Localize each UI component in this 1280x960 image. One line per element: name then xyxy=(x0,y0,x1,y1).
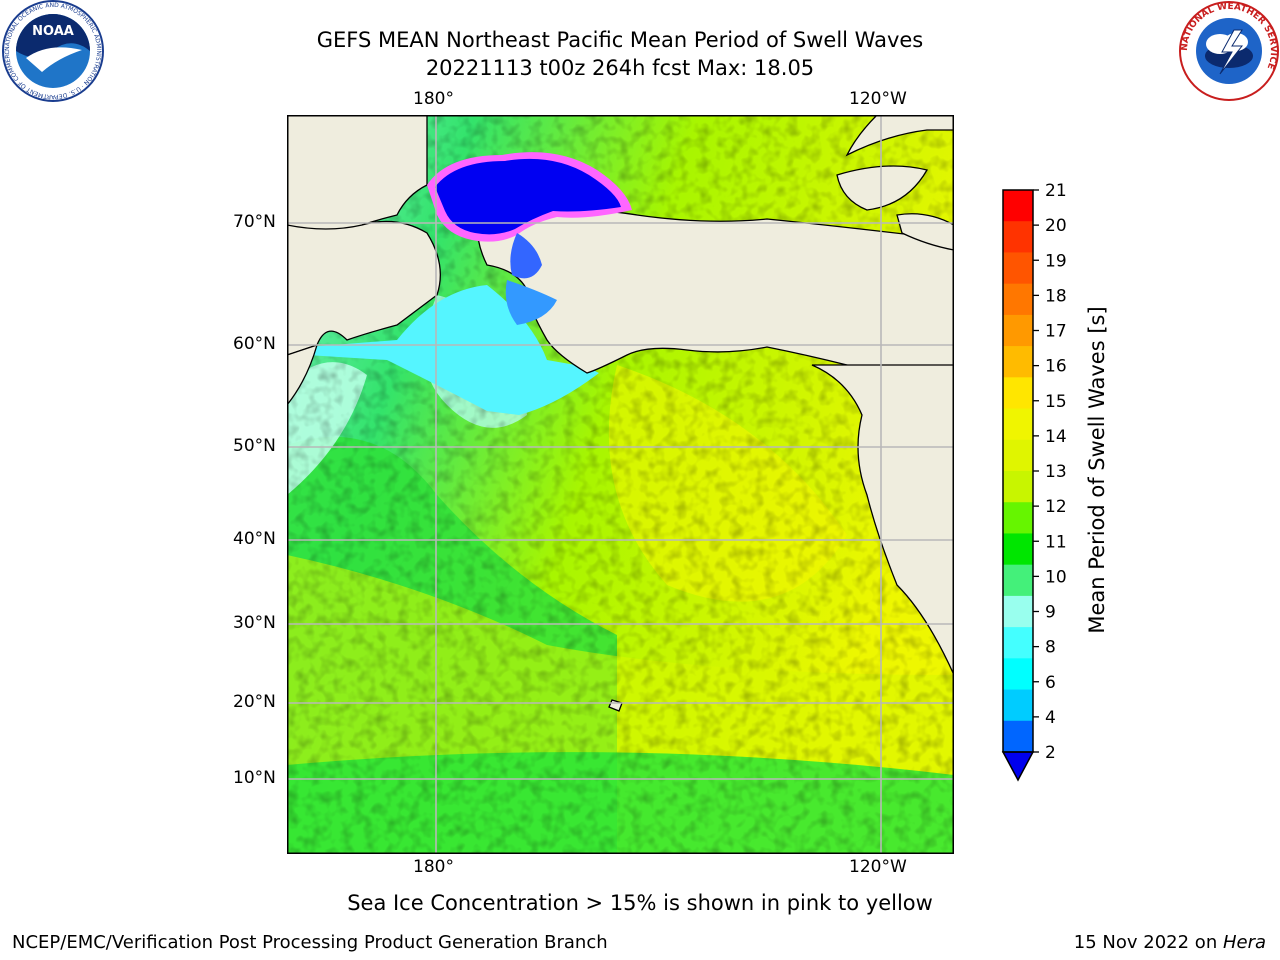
land-arctic-island-1 xyxy=(845,115,954,157)
colorbar-ticks: 21 20 19 18 17 16 15 14 13 12 11 10 9 8 6 4 2 xyxy=(1033,181,1067,763)
colorbar-tick-label: 11 xyxy=(1045,532,1067,552)
lon-label-top-180: 180° xyxy=(413,89,454,109)
lat-label-20n: 20°N xyxy=(233,692,276,712)
footer-date-text: 15 Nov 2022 on xyxy=(1073,932,1223,953)
colorbar-tick-label: 20 xyxy=(1045,216,1067,236)
lon-label-bottom-120w: 120°W xyxy=(849,857,907,877)
lon-label-top-120w: 120°W xyxy=(849,89,907,109)
lat-label-70n: 70°N xyxy=(233,212,276,232)
bering-sea-field xyxy=(307,285,599,415)
colorbar-segment xyxy=(1003,377,1033,410)
colorbar-segment xyxy=(1003,283,1033,316)
sea-ice-core xyxy=(435,158,621,235)
colorbar-segment xyxy=(1003,190,1033,222)
land-alaska-canada xyxy=(476,199,954,466)
colorbar-segment xyxy=(1003,346,1033,378)
colorbar-tick-label: 8 xyxy=(1045,638,1056,658)
colorbar-segment xyxy=(1003,658,1033,691)
colorbar-segment xyxy=(1003,595,1033,628)
colorbar-segment xyxy=(1003,533,1033,566)
colorbar-tick-label: 13 xyxy=(1045,462,1067,482)
colorbar-extend-triangle xyxy=(1001,751,1035,782)
bering-strait-field xyxy=(510,233,542,279)
colorbar-tick-label: 16 xyxy=(1045,357,1067,377)
colorbar-tick-label: 10 xyxy=(1045,567,1067,587)
colorbar-segment xyxy=(1003,439,1033,472)
noaa-logo: NATIONAL OCEANIC AND ATMOSPHERIC ADMINIS… xyxy=(2,0,104,102)
colorbar-tick-label: 14 xyxy=(1045,427,1067,447)
colorbar-segment xyxy=(1003,564,1033,597)
gridlines xyxy=(287,115,954,854)
land-arctic-island-2 xyxy=(836,165,928,211)
colorbar-tick-label: 4 xyxy=(1045,708,1056,728)
footer-machine: Hera xyxy=(1222,932,1266,953)
colorbar-label: Mean Period of Swell Waves [s] xyxy=(1085,306,1109,634)
colorbar-tick-label: 17 xyxy=(1045,322,1067,342)
colorbar-segment xyxy=(1003,502,1033,534)
colorbar: 21 20 19 18 17 16 15 14 13 12 11 10 9 8 6 4 2 xyxy=(1001,181,1067,782)
colorbar-segment xyxy=(1003,408,1033,441)
colorbar-segment xyxy=(1003,720,1033,753)
lat-label-30n: 30°N xyxy=(233,613,276,633)
colorbar-tick-label: 21 xyxy=(1045,181,1067,201)
sea-ice-note: Sea Ice Concentration > 15% is shown in … xyxy=(347,891,933,915)
norton-sound-field xyxy=(505,280,557,325)
colorbar-segment xyxy=(1003,252,1033,285)
title-line-1: GEFS MEAN Northeast Pacific Mean Period … xyxy=(316,28,924,52)
nws-logo: NATIONAL WEATHER SERVICE xyxy=(1179,1,1279,101)
map-panel xyxy=(287,115,954,854)
map-frame xyxy=(287,115,954,854)
colorbar-segments xyxy=(1003,190,1033,753)
title-line-2: 20221113 t00z 264h fcst Max: 18.05 xyxy=(425,56,815,80)
colorbar-segment xyxy=(1003,314,1033,347)
colorbar-tick-label: 12 xyxy=(1045,497,1067,517)
lat-label-40n: 40°N xyxy=(233,529,276,549)
lon-label-bottom-180: 180° xyxy=(413,857,454,877)
colorbar-segment xyxy=(1003,471,1033,503)
lat-label-60n: 60°N xyxy=(233,334,276,354)
lat-label-10n: 10°N xyxy=(233,768,276,788)
colorbar-segment xyxy=(1003,689,1033,722)
land-north-america-coast xyxy=(811,115,954,676)
footer-date: 15 Nov 2022 on Hera xyxy=(1074,932,1266,953)
land-chukotka-kamchatka xyxy=(287,220,441,356)
colorbar-segment xyxy=(1003,627,1033,659)
colorbar-tick-label: 2 xyxy=(1045,743,1056,763)
lat-label-50n: 50°N xyxy=(233,436,276,456)
colorbar-tick-label: 19 xyxy=(1045,251,1067,271)
colorbar-tick-label: 18 xyxy=(1045,286,1067,306)
land xyxy=(287,115,954,712)
footer-credit: NCEP/EMC/Verification Post Processing Pr… xyxy=(12,932,608,953)
noaa-logo-text: NOAA xyxy=(32,24,74,39)
colorbar-segment xyxy=(1003,221,1033,253)
colorbar-tick-label: 15 xyxy=(1045,392,1067,412)
colorbar-tick-label: 6 xyxy=(1045,673,1056,693)
colorbar-tick-label: 9 xyxy=(1045,603,1056,623)
